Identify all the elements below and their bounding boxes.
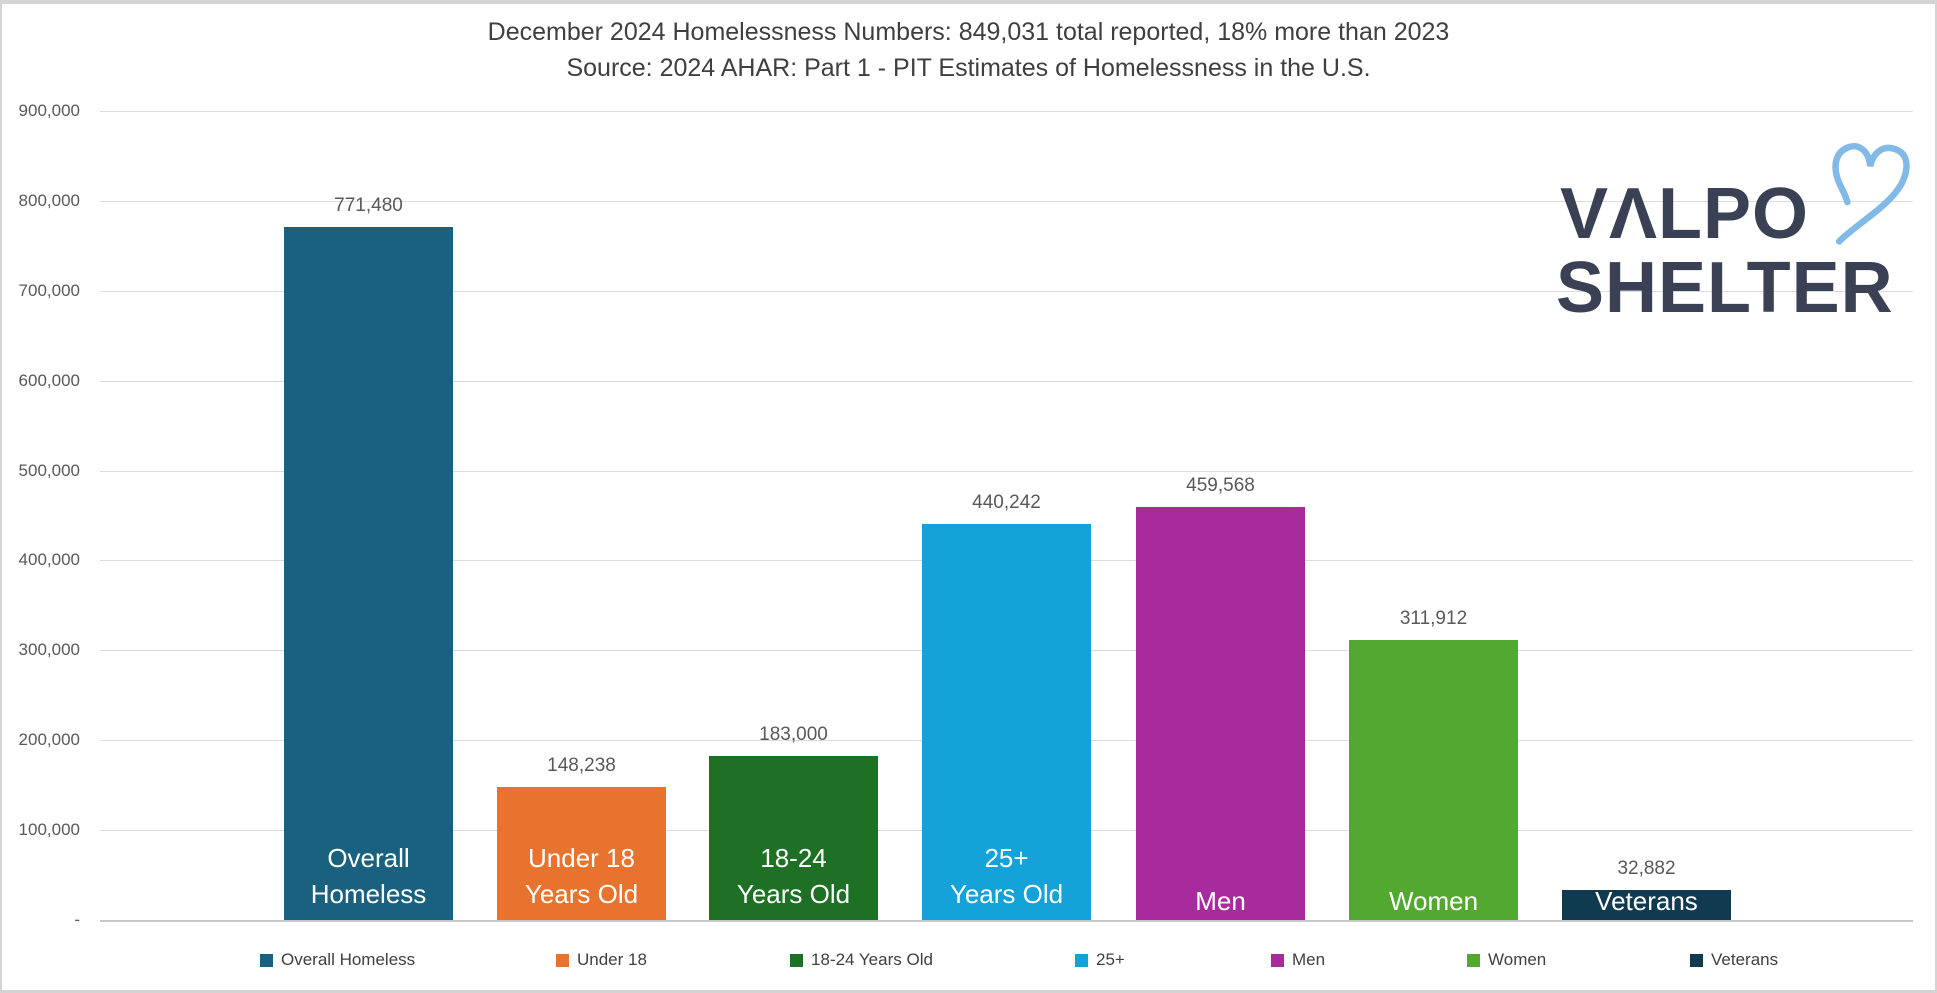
- bar-category-label: Overall Homeless: [310, 843, 427, 909]
- legend-item-18-24-years-old: 18-24 Years Old: [790, 948, 933, 972]
- legend-label: Men: [1292, 950, 1326, 969]
- legend-label: Under 18: [577, 950, 647, 969]
- heart-icon: [1832, 143, 1910, 245]
- chart-title: December 2024 Homelessness Numbers: 849,…: [487, 18, 1450, 46]
- legend-swatch-icon: [1271, 953, 1284, 967]
- logo-text-shelter: SHELTER: [1556, 248, 1894, 328]
- valpo-shelter-logo: VΛLPO SHELTER: [1556, 143, 1916, 324]
- bar-veterans: [1562, 890, 1731, 920]
- bar-category-label: Under 18 Years Old: [524, 843, 639, 909]
- x-axis-line: [100, 920, 1913, 922]
- legend-label: Women: [1488, 950, 1547, 969]
- legend-swatch-icon: [790, 953, 803, 967]
- legend-swatch-icon: [1075, 953, 1088, 967]
- gridline: [100, 471, 1913, 472]
- y-tick-label: 800,000: [18, 191, 80, 210]
- legend-label: 25+: [1096, 950, 1125, 969]
- legend-label: 18-24 Years Old: [811, 950, 933, 969]
- bar-value-label: 148,238: [547, 755, 616, 776]
- gridline: [100, 291, 1913, 292]
- bar-value-label: 771,480: [334, 195, 403, 216]
- legend-item-25-: 25+: [1075, 948, 1125, 972]
- legend-item-under-18: Under 18: [556, 948, 647, 972]
- bar-overall-homeless: [284, 227, 453, 920]
- y-tick-label: -: [74, 910, 80, 929]
- bar-value-label: 32,882: [1617, 858, 1676, 879]
- y-tick-label: 900,000: [18, 101, 80, 120]
- gridline: [100, 381, 1913, 382]
- chart-title-block: December 2024 Homelessness Numbers: 849,…: [0, 14, 1937, 86]
- bar-women: [1349, 640, 1518, 920]
- logo-text-valpo: VΛLPO: [1560, 174, 1810, 254]
- y-tick-label: 500,000: [18, 461, 80, 480]
- bar-category-label: 18-24 Years Old: [736, 843, 851, 909]
- y-tick-label: 200,000: [18, 730, 80, 749]
- bar-category-label: Men: [1195, 886, 1246, 916]
- legend-item-veterans: Veterans: [1690, 948, 1778, 972]
- legend-swatch-icon: [556, 953, 569, 967]
- y-tick-label: 600,000: [18, 371, 80, 390]
- legend-item-overall-homeless: Overall Homeless: [260, 948, 415, 972]
- legend-swatch-icon: [260, 953, 273, 967]
- bar-value-label: 183,000: [759, 724, 828, 745]
- y-tick-label: 100,000: [18, 820, 80, 839]
- y-tick-label: 400,000: [18, 550, 80, 569]
- bar-25-years-old: [922, 524, 1091, 920]
- legend-label: Overall Homeless: [281, 950, 416, 969]
- bar-men: [1136, 507, 1305, 920]
- bar-category-label: Veterans: [1595, 886, 1698, 916]
- legend-item-women: Women: [1467, 948, 1546, 972]
- legend-label: Veterans: [1711, 950, 1779, 969]
- legend-swatch-icon: [1690, 953, 1703, 967]
- y-tick-label: 300,000: [18, 640, 80, 659]
- bar-value-label: 311,912: [1399, 608, 1468, 629]
- legend-item-men: Men: [1271, 948, 1325, 972]
- bar-18-24-years-old: [709, 756, 878, 920]
- bar-under-18-years-old: [497, 787, 666, 920]
- bar-category-label: 25+ Years Old: [949, 843, 1064, 909]
- bar-value-label: 459,568: [1186, 475, 1255, 496]
- chart-source-subtitle: Source: 2024 AHAR: Part 1 - PIT Estimate…: [566, 54, 1371, 82]
- legend-swatch-icon: [1467, 953, 1480, 967]
- gridline: [100, 201, 1913, 202]
- bar-category-label: Women: [1388, 886, 1479, 916]
- bar-value-label: 440,242: [972, 492, 1041, 513]
- gridline: [100, 111, 1913, 112]
- y-tick-label: 700,000: [18, 281, 80, 300]
